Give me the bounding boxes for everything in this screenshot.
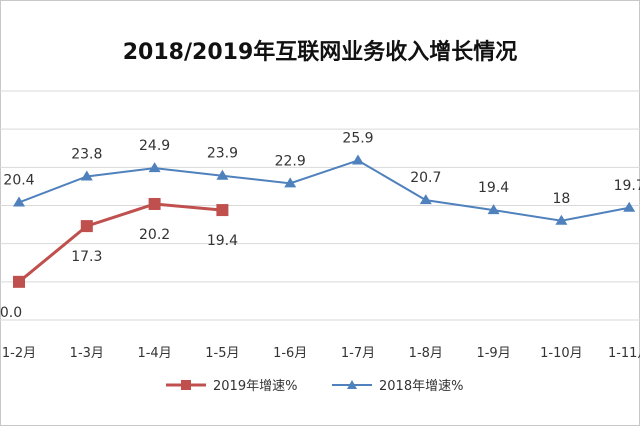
x-tick-label: 1-11月	[608, 346, 640, 361]
data-label: 19.4	[207, 233, 238, 249]
x-tick-label: 1-5月	[205, 346, 239, 361]
legend-marker	[347, 380, 357, 389]
data-label: 23.9	[207, 146, 238, 162]
x-tick-label: 1-2月	[2, 346, 36, 361]
data-point-marker	[352, 154, 364, 165]
x-tick-label: 1-8月	[409, 346, 443, 361]
data-label: 20.4	[3, 172, 34, 188]
x-tick-label: 1-6月	[273, 346, 307, 361]
data-point-marker	[148, 197, 161, 210]
data-label: 19.4	[478, 180, 509, 196]
data-label: 19.7	[614, 178, 640, 194]
data-label: 20.2	[139, 227, 170, 243]
data-point-marker	[148, 162, 161, 173]
data-point-marker	[555, 214, 568, 225]
data-point-marker	[80, 220, 93, 233]
legend-label: 2018年增速%	[379, 379, 463, 394]
data-point-marker	[216, 169, 229, 180]
data-point-marker	[419, 194, 432, 205]
data-label: 18	[552, 191, 570, 207]
x-tick-label: 1-10月	[540, 346, 583, 361]
data-label: 17.3	[71, 249, 102, 265]
x-tick-label: 1-7月	[341, 346, 375, 361]
data-label: 25.9	[342, 130, 373, 146]
data-point-marker	[13, 275, 25, 288]
legend-marker	[181, 380, 191, 390]
x-tick-label: 1-3月	[70, 346, 104, 361]
data-label: 0.0	[0, 305, 22, 321]
data-point-marker	[284, 177, 297, 188]
series-line	[18, 159, 630, 222]
legend-label: 2019年增速%	[213, 379, 297, 394]
data-point-marker	[80, 170, 93, 181]
data-label: 23.8	[71, 146, 102, 162]
data-point-marker	[487, 204, 500, 215]
data-point-marker	[13, 196, 25, 207]
chart-title: 2018/2019年互联网业务收入增长情况	[122, 40, 518, 65]
data-label: 20.7	[410, 170, 441, 186]
data-point-marker	[623, 201, 636, 212]
data-point-marker	[216, 204, 229, 217]
data-label: 22.9	[275, 153, 306, 169]
data-label: 24.9	[139, 138, 170, 154]
x-tick-label: 1-9月	[476, 346, 510, 361]
series-line	[18, 202, 223, 283]
x-tick-label: 1-4月	[137, 346, 171, 361]
